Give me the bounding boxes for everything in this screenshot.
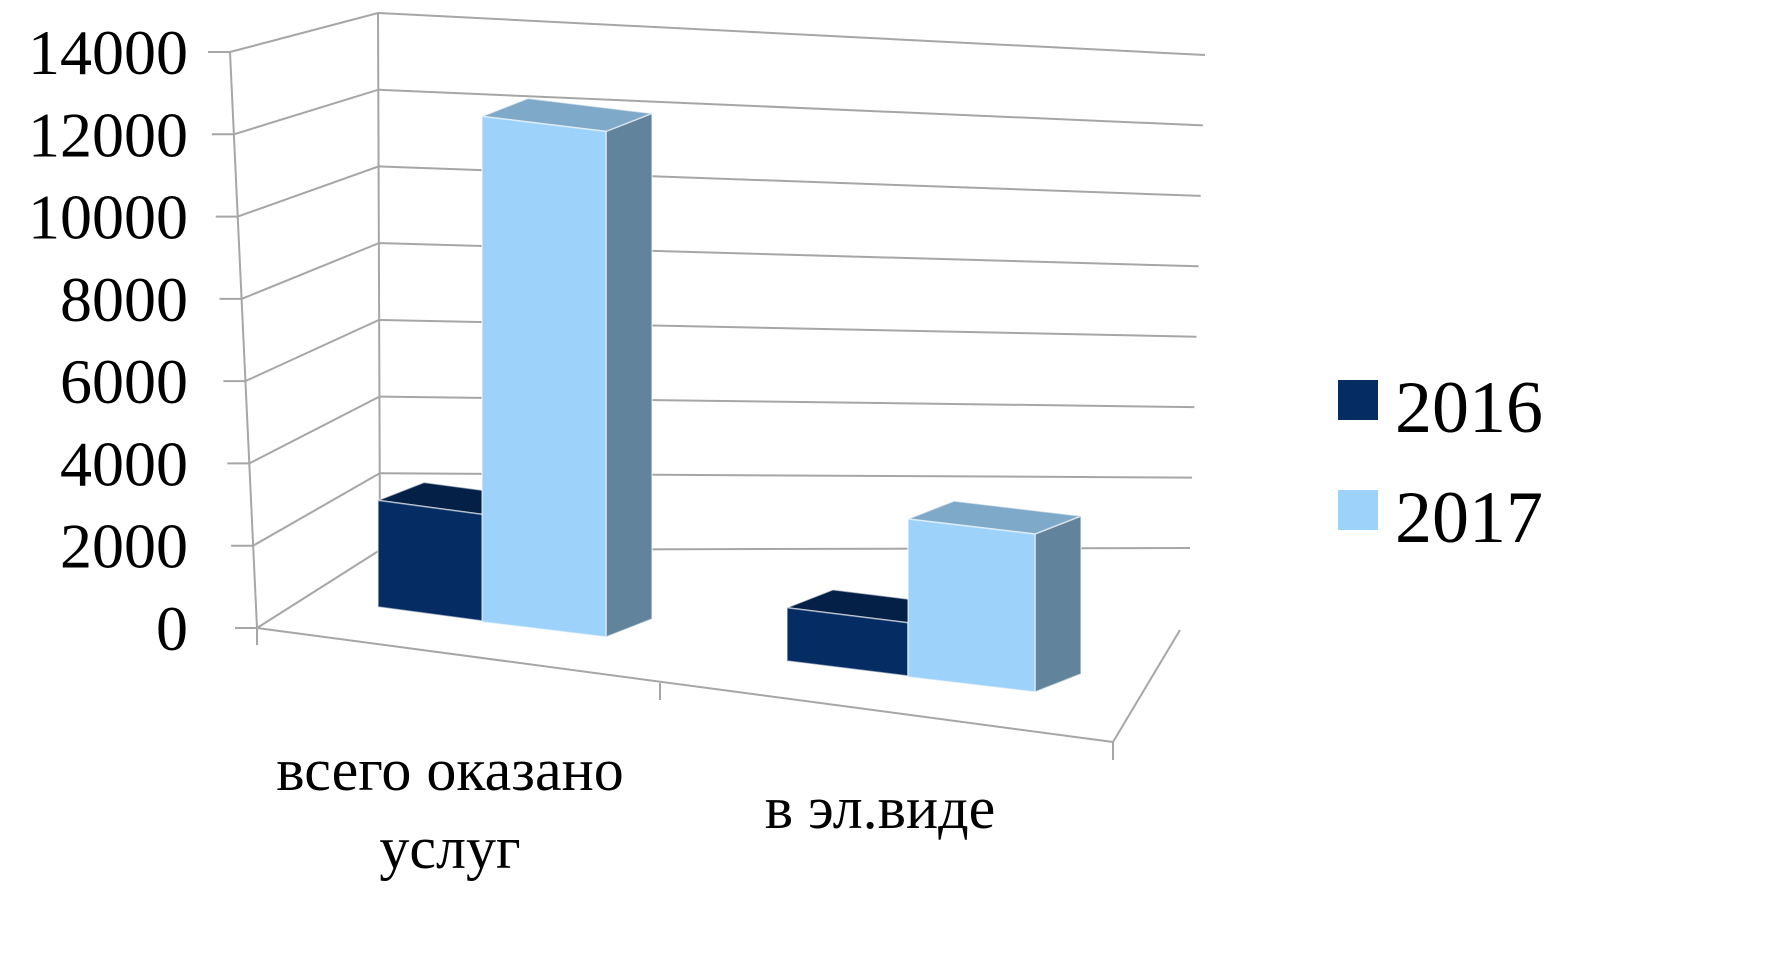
legend-label-2017: 2017: [1395, 477, 1543, 559]
gridline: [252, 472, 1193, 547]
legend: 2016 2017: [1338, 367, 1543, 559]
y-tick-label: 8000: [60, 264, 188, 335]
floor-front-edge: [256, 627, 1114, 743]
y-tick-label: 4000: [60, 428, 188, 499]
gridline: [241, 242, 1199, 300]
bar-side-face: [1034, 514, 1082, 694]
bar-front-face: [481, 115, 607, 638]
category-label: в эл.виде: [765, 775, 996, 841]
y-tick-label: 6000: [60, 346, 188, 417]
floor-right-edge: [1112, 629, 1181, 743]
gridline: [229, 11, 1206, 56]
gridline: [237, 165, 1201, 218]
category-label: всего оказано: [276, 737, 623, 803]
y-axis-ticks: 0 2000 4000 6000 8000 10000 12000 14000: [28, 17, 188, 664]
bar-2017-2: [907, 500, 1082, 694]
bars: [375, 97, 1082, 694]
gridline: [244, 318, 1197, 383]
back-wall-left-edge: [377, 12, 381, 551]
y-tick-label: 0: [156, 593, 188, 664]
y-tick-label: 10000: [28, 182, 188, 253]
bar-front-face: [377, 499, 491, 623]
gridlines: [208, 11, 1206, 629]
category-label: услуг: [379, 815, 520, 881]
gridline: [248, 395, 1195, 465]
y-tick-label: 14000: [28, 17, 188, 88]
x-axis-categories: всего оказано услуг в эл.виде: [276, 737, 995, 881]
chart-walls: [229, 12, 1181, 760]
y-tick-label: 12000: [28, 99, 188, 170]
legend-swatch-2016: [1338, 380, 1378, 420]
gridline: [233, 88, 1203, 136]
legend-swatch-2017: [1338, 490, 1378, 530]
bar-side-face: [605, 112, 653, 639]
bar-front-face: [907, 518, 1036, 693]
bar-2017-1: [481, 97, 653, 639]
side-wall-front-edge: [229, 51, 258, 629]
y-tick-label: 2000: [60, 511, 188, 582]
legend-label-2016: 2016: [1395, 367, 1543, 449]
